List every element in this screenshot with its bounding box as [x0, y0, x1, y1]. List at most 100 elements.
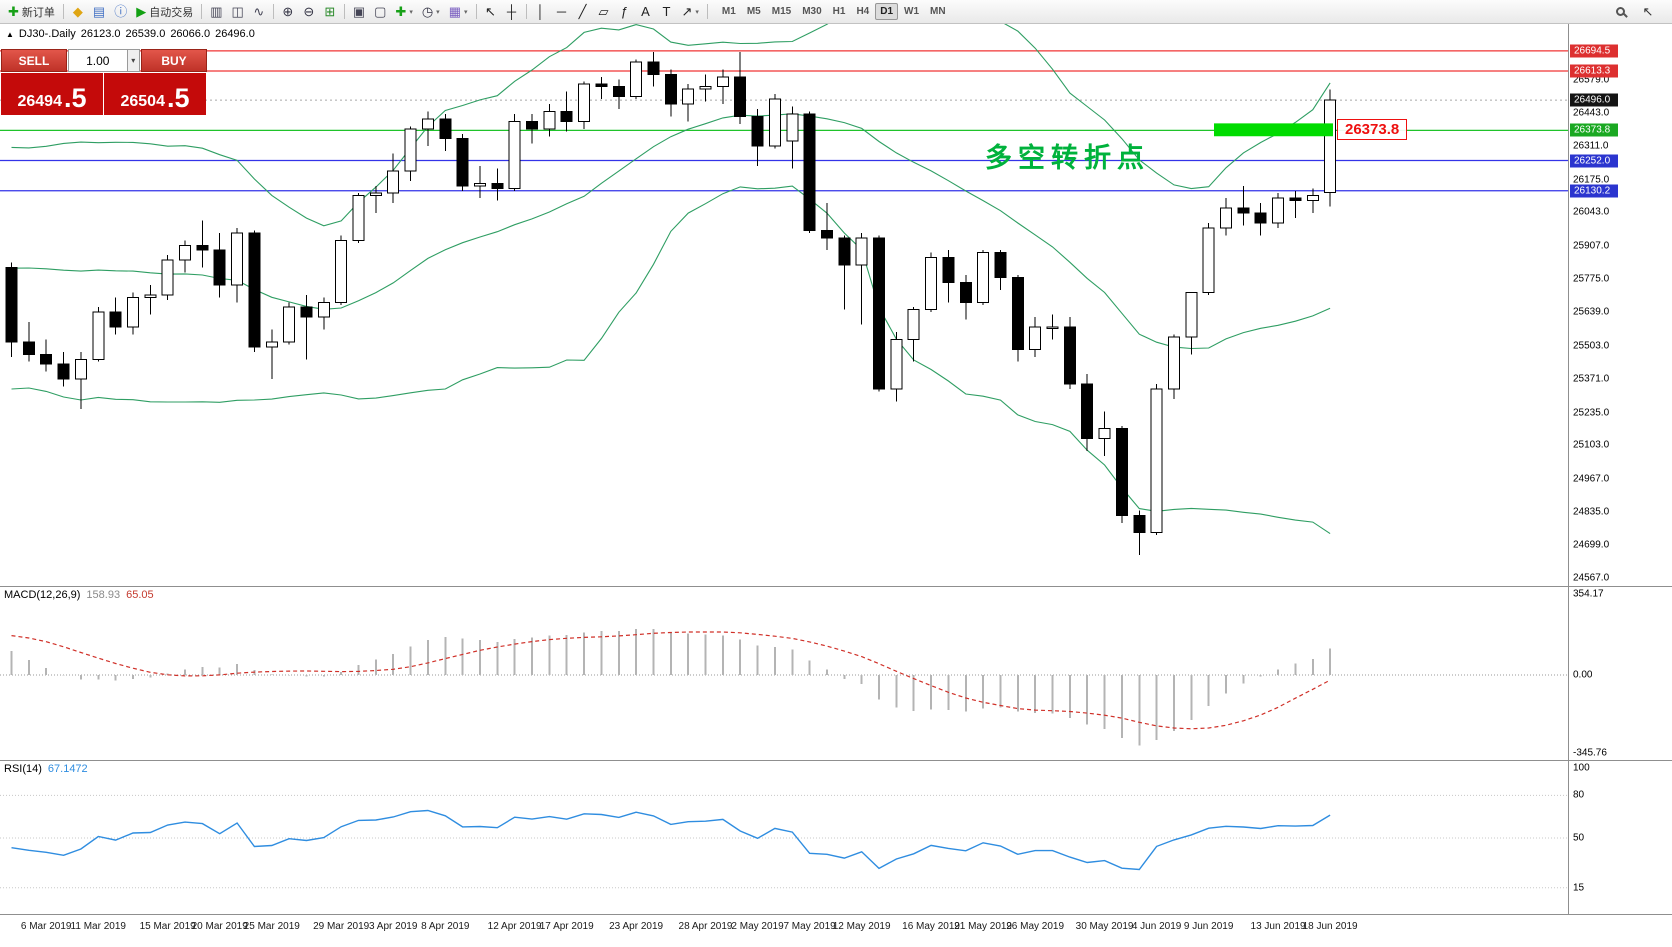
cascade-windows-button[interactable]: ▣: [349, 2, 369, 22]
zoom-in-icon: ⊕: [282, 4, 294, 19]
lot-dropdown-button[interactable]: ▾: [126, 50, 139, 71]
templates-icon: ▦: [448, 4, 461, 19]
tile-windows-icon: ⊞: [324, 4, 336, 19]
time-axis-label: 7 May 2019: [783, 921, 836, 932]
horizontal-lines[interactable]: [0, 50, 1568, 192]
candle-chart-type-button[interactable]: ◫: [228, 2, 248, 22]
price-label-annotation[interactable]: 26373.8: [1337, 119, 1408, 141]
macd-plot[interactable]: MACD(12,26,9) 158.93 65.05: [0, 587, 1568, 760]
chart-window[interactable]: ▲ DJ30-.Daily 26123.0 26539.0 26066.0 26…: [0, 24, 1672, 586]
time-axis-label: 25 Mar 2019: [243, 921, 300, 932]
price-scale-label: 24699.0: [1573, 539, 1610, 551]
auto-trading-button[interactable]: ▶ 自动交易: [132, 2, 197, 22]
horizontal-line-button[interactable]: ─: [552, 2, 572, 22]
arrange-windows-button[interactable]: ▢: [370, 2, 390, 22]
price-line-tag: 26694.5: [1570, 44, 1618, 58]
zoom-in-button[interactable]: ⊕: [278, 2, 298, 22]
timeframe-m30[interactable]: M30: [802, 6, 822, 17]
price-scale-label: 24967.0: [1573, 473, 1610, 485]
rsi-canvas[interactable]: [0, 761, 1568, 914]
auto-trading-button-label: 自动交易: [149, 6, 194, 19]
main-chart-canvas[interactable]: [0, 24, 1568, 586]
timeframe-h1[interactable]: H1: [832, 6, 846, 17]
bar-chart-type-button[interactable]: ▥: [206, 2, 226, 22]
rsi-panel[interactable]: RSI(14) 67.1472 100 80 50 15: [0, 760, 1672, 914]
main-chart-plot[interactable]: ▲ DJ30-.Daily 26123.0 26539.0 26066.0 26…: [0, 24, 1568, 586]
time-axis-label: 16 May 2019: [902, 921, 960, 932]
candles-layer: [5, 52, 1337, 556]
label-button[interactable]: T: [657, 2, 677, 22]
ohlc-open: 26123.0: [80, 28, 121, 40]
zoom-out-button[interactable]: ⊖: [299, 2, 319, 22]
rsi-plot[interactable]: RSI(14) 67.1472: [0, 761, 1568, 914]
toolbar-buttons: ✚ 新订单 ◆ ▤ ⓘ ▶ 自动交易 ▥ ◫ ∿ ⊕ ⊖ ⊞ ▣ ▢ ✚ ▾ ◷ ▾ ▦ ▾ ↖ ┼ │ ─ ╱ ▱ ƒ A T ↗ ▾ M1 M…: [4, 2, 951, 22]
timeframe-mn[interactable]: MN: [930, 6, 946, 17]
timeframe-w1[interactable]: W1: [904, 6, 920, 17]
chevron-down-icon: ▾: [695, 8, 699, 16]
current-price-tag: 26496.0: [1570, 93, 1618, 107]
vertical-line-button[interactable]: │: [531, 2, 551, 22]
timeframe-m1[interactable]: M1: [721, 6, 736, 17]
price-axis[interactable]: 26579.0 26443.0 26311.0 26175.0 26043.0 25907…: [1568, 24, 1672, 586]
cursor-button[interactable]: ↖: [481, 2, 501, 22]
bollinger-upper-band: [11, 24, 1331, 227]
chevron-down-icon: ▾: [131, 56, 136, 65]
indicators-button[interactable]: ✚ ▾: [391, 2, 416, 22]
price-line-tag: 26613.3: [1570, 64, 1618, 78]
lot-size-input[interactable]: [69, 50, 127, 71]
history-center-icon: ▤: [92, 4, 106, 19]
trendline-button[interactable]: ╱: [573, 2, 593, 22]
time-axis-label: 11 Mar 2019: [70, 921, 126, 932]
buy-button[interactable]: BUY: [141, 49, 207, 72]
macd-panel[interactable]: MACD(12,26,9) 158.93 65.05 354.17 0.00 -34…: [0, 586, 1672, 760]
time-axis-label: 15 Mar 2019: [139, 921, 196, 932]
macd-signal-line: [11, 631, 1331, 730]
pointer-button[interactable]: ↖: [1638, 2, 1658, 22]
highlight-rect-annotation[interactable]: [1214, 123, 1333, 137]
macd-canvas[interactable]: [0, 587, 1568, 760]
history-center-button[interactable]: ▤: [89, 2, 109, 22]
bid-price-box[interactable]: 26494.5: [1, 73, 103, 115]
price-scale-label: 26043.0: [1573, 206, 1610, 218]
templates-button[interactable]: ▦ ▾: [445, 2, 472, 22]
ask-price-box[interactable]: 26504.5: [104, 73, 206, 115]
time-axis-label: 26 May 2019: [1006, 921, 1065, 932]
time-axis[interactable]: 6 Mar 2019 11 Mar 2019 15 Mar 2019 20 Mar 2…: [0, 914, 1672, 947]
time-axis-label: 3 Apr 2019: [369, 921, 418, 932]
text-button[interactable]: A: [636, 2, 656, 22]
pivot-text-annotation[interactable]: 多空转折点: [985, 143, 1150, 173]
rsi-line: [11, 809, 1331, 871]
ohlc-low: 26066.0: [170, 28, 211, 40]
fibonacci-button[interactable]: ƒ: [615, 2, 635, 22]
toolbar-right: ↖: [1610, 2, 1668, 22]
time-axis-label: 23 Apr 2019: [609, 921, 664, 932]
timeframe-d1[interactable]: D1: [875, 3, 899, 20]
rsi-axis[interactable]: 100 80 50 15: [1568, 761, 1672, 914]
line-chart-type-button[interactable]: ∿: [249, 2, 269, 22]
label-icon: T: [662, 4, 671, 19]
toolbar-separator: [525, 4, 527, 19]
ask-price-main: 26504: [120, 93, 165, 110]
arrows-button[interactable]: ↗ ▾: [678, 2, 703, 22]
rsi-value: 67.1472: [47, 763, 88, 775]
periods-button[interactable]: ◷ ▾: [418, 2, 444, 22]
data-window-button[interactable]: ⓘ: [110, 2, 131, 22]
timeframe-h4[interactable]: H4: [856, 6, 870, 17]
new-order-button[interactable]: ✚ 新订单: [4, 2, 59, 22]
time-axis-label: 12 Apr 2019: [487, 921, 542, 932]
new-order-icon: ✚: [8, 4, 19, 19]
ohlc-close: 26496.0: [215, 28, 255, 40]
sell-button[interactable]: SELL: [1, 49, 67, 72]
search-button[interactable]: [1610, 2, 1630, 22]
channel-button[interactable]: ▱: [594, 2, 614, 22]
tile-windows-button[interactable]: ⊞: [320, 2, 340, 22]
one-click-toggle-icon[interactable]: ▲: [6, 29, 14, 39]
price-scale-label: 25639.0: [1573, 306, 1610, 318]
charts-profile-button[interactable]: ◆: [68, 2, 88, 22]
timeframe-m5[interactable]: M5: [746, 6, 761, 17]
symbol-info-line: ▲ DJ30-.Daily 26123.0 26539.0 26066.0 26…: [6, 28, 255, 40]
timeframe-m15[interactable]: M15: [771, 6, 792, 17]
crosshair-button[interactable]: ┼: [502, 2, 522, 22]
macd-axis[interactable]: 354.17 0.00 -345.76: [1568, 587, 1672, 760]
toolbar-separator: [62, 4, 64, 19]
